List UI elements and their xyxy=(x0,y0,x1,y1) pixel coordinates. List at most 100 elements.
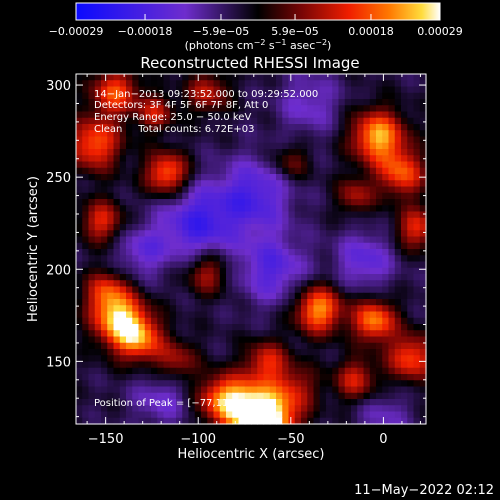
heatmap-cell xyxy=(313,330,321,338)
heatmap-cell xyxy=(157,261,165,269)
heatmap-cell xyxy=(388,117,396,125)
heatmap-cell xyxy=(251,342,258,350)
heatmap-cell xyxy=(119,355,127,363)
heatmap-cell xyxy=(226,342,233,350)
heatmap-cell xyxy=(157,411,165,419)
heatmap-cell xyxy=(407,230,415,238)
heatmap-cell xyxy=(388,130,396,138)
heatmap-cell xyxy=(213,105,221,113)
heatmap-cell xyxy=(413,361,421,369)
heatmap-cell xyxy=(101,124,108,131)
heatmap-cell xyxy=(288,242,296,250)
heatmap-cell xyxy=(138,380,146,388)
heatmap-cell xyxy=(182,149,190,156)
heatmap-cell xyxy=(238,317,246,325)
heatmap-cell xyxy=(394,361,402,369)
heatmap-cell xyxy=(288,349,296,356)
heatmap-cell xyxy=(238,155,246,163)
heatmap-cell xyxy=(163,130,171,138)
heatmap-cell xyxy=(226,324,233,331)
heatmap-cell xyxy=(182,249,190,256)
heatmap-cell xyxy=(376,317,383,325)
heatmap-cell xyxy=(263,74,271,81)
heatmap-cell xyxy=(269,249,277,256)
heatmap-cell xyxy=(351,255,358,263)
heatmap-cell xyxy=(288,236,296,244)
heatmap-cell xyxy=(232,92,240,100)
heatmap-cell xyxy=(276,249,283,256)
heatmap-cell xyxy=(226,399,233,406)
heatmap-cell xyxy=(413,305,421,313)
heatmap-cell xyxy=(238,261,246,269)
heatmap-cell xyxy=(388,311,396,319)
heatmap-cell xyxy=(157,230,165,238)
heatmap-cell xyxy=(113,180,121,188)
heatmap-cell xyxy=(357,236,365,244)
heatmap-cell xyxy=(244,186,252,194)
heatmap-cell xyxy=(363,230,371,238)
heatmap-cell xyxy=(363,174,371,181)
heatmap-cell xyxy=(94,105,102,113)
heatmap-cell xyxy=(407,155,415,163)
heatmap-cell xyxy=(144,142,152,150)
heatmap-cell xyxy=(269,80,277,88)
heatmap-cell xyxy=(244,255,252,263)
heatmap-cell xyxy=(207,86,215,94)
heatmap-cell xyxy=(307,336,315,344)
heatmap-cell xyxy=(326,99,333,106)
heatmap-cell xyxy=(169,217,177,225)
heatmap-cell xyxy=(76,155,83,163)
heatmap-cell xyxy=(144,124,152,131)
heatmap-cell xyxy=(251,317,258,325)
heatmap-cell xyxy=(232,199,240,206)
heatmap-cell xyxy=(326,205,333,213)
heatmap-cell xyxy=(357,292,365,300)
heatmap-cell xyxy=(319,324,327,331)
heatmap-cell xyxy=(151,174,158,181)
heatmap-cell xyxy=(194,361,202,369)
heatmap-cell xyxy=(407,286,415,294)
heatmap-cell xyxy=(176,161,183,169)
heatmap-cell xyxy=(413,417,421,425)
heatmap-cell xyxy=(101,92,108,100)
heatmap-cell xyxy=(388,205,396,213)
heatmap-cell xyxy=(169,242,177,250)
heatmap-cell xyxy=(163,161,171,169)
heatmap-cell xyxy=(76,199,83,206)
heatmap-cell xyxy=(88,411,96,419)
heatmap-cell xyxy=(94,217,102,225)
heatmap-cell xyxy=(269,261,277,269)
heatmap-cell xyxy=(176,186,183,194)
heatmap-cell xyxy=(413,92,421,100)
heatmap-cell xyxy=(76,349,83,356)
heatmap-cell xyxy=(369,305,377,313)
heatmap-cell xyxy=(407,249,415,256)
heatmap-cell xyxy=(226,292,233,300)
heatmap-cell xyxy=(332,411,340,419)
heatmap-cell xyxy=(257,130,265,138)
heatmap-cell xyxy=(269,417,277,425)
heatmap-cell xyxy=(113,117,121,125)
heatmap-cell xyxy=(219,205,227,213)
heatmap-cell xyxy=(357,180,365,188)
heatmap-cell xyxy=(76,386,83,394)
heatmap-cell xyxy=(107,392,115,400)
heatmap-cell xyxy=(382,161,390,169)
heatmap-cell xyxy=(182,267,190,275)
heatmap-cell xyxy=(313,317,321,325)
heatmap-cell xyxy=(269,392,277,400)
heatmap-cell xyxy=(169,205,177,213)
heatmap-cell xyxy=(94,286,102,294)
heatmap-cell xyxy=(369,330,377,338)
heatmap-cell xyxy=(338,74,346,81)
heatmap-cell xyxy=(107,417,115,425)
heatmap-cell xyxy=(307,324,315,331)
heatmap-cell xyxy=(369,136,377,144)
heatmap-cell xyxy=(144,111,152,119)
heatmap-cell xyxy=(144,80,152,88)
heatmap-cell xyxy=(363,392,371,400)
heatmap-cell xyxy=(376,392,383,400)
heatmap-cell xyxy=(332,74,340,81)
heatmap-cell xyxy=(226,305,233,313)
heatmap-cell xyxy=(401,317,408,325)
